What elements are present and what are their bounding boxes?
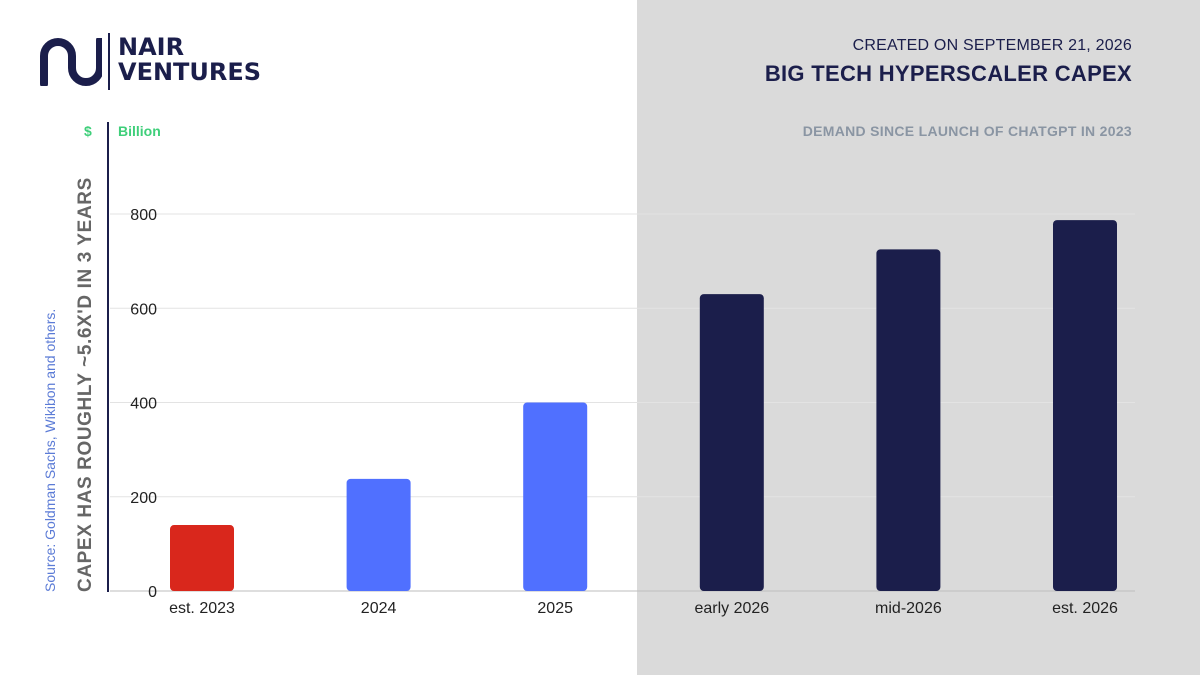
bar: [876, 249, 941, 591]
x-tick-label: est. 2026: [1052, 600, 1118, 617]
x-tick-label: mid-2026: [875, 600, 942, 617]
brand-line-1: NAIR: [118, 33, 185, 61]
bar: [1053, 220, 1117, 591]
x-tick-label: est. 2023: [169, 600, 235, 617]
x-tick-label: early 2026: [694, 600, 769, 617]
brand-name: NAIR VENTURES: [118, 35, 261, 85]
y-tick-label: 0: [148, 584, 157, 601]
created-date: CREATED ON SEPTEMBER 21, 2026: [852, 37, 1132, 54]
brand-line-2: VENTURES: [118, 58, 262, 86]
logo-divider: [108, 33, 110, 90]
bar: [523, 402, 588, 591]
unit-label: Billion: [118, 123, 161, 139]
nair-ventures-logo-icon: [40, 38, 102, 86]
y-tick-label: 800: [130, 207, 157, 224]
y-axis-line: [107, 122, 109, 592]
y-tick-label: 600: [130, 301, 157, 318]
chart-subtitle: DEMAND SINCE LAUNCH OF CHATGPT IN 2023: [802, 123, 1132, 139]
unit-symbol: $: [84, 123, 92, 139]
bar: [170, 525, 234, 591]
bar: [699, 294, 764, 591]
x-tick-label: 2024: [361, 600, 397, 617]
y-tick-label: 200: [130, 490, 157, 507]
bar: [346, 478, 411, 591]
chart-title: BIG TECH HYPERSCALER CAPEX: [764, 61, 1132, 86]
y-tick-label: 400: [130, 396, 157, 413]
x-tick-label: 2025: [537, 600, 573, 617]
